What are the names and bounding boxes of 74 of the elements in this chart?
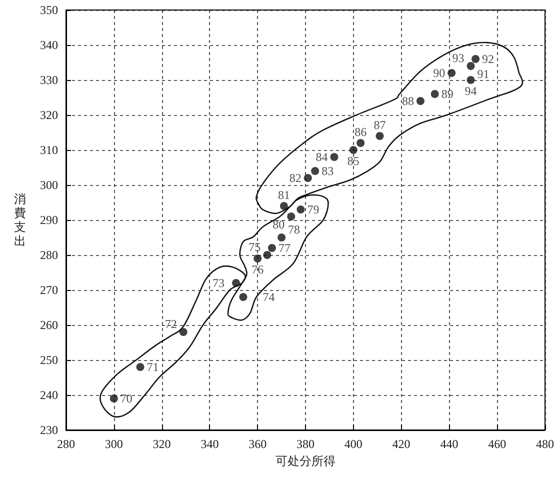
annotation: 72 — [164, 317, 177, 331]
y-tick-label: 300 — [40, 178, 58, 192]
annotation: 81 — [278, 188, 290, 202]
x-tick-label: 280 — [57, 437, 75, 451]
annotation: 86 — [354, 125, 367, 139]
point — [268, 244, 276, 252]
point — [263, 251, 272, 259]
x-tick-label: 480 — [536, 437, 554, 451]
annotation: 90 — [433, 66, 446, 80]
point — [278, 234, 286, 242]
point — [296, 206, 305, 214]
y-tick-label: 290 — [40, 213, 58, 227]
y-tick-label: 230 — [40, 423, 58, 437]
y-tick-label: 270 — [40, 283, 58, 297]
y-tick-label: 240 — [40, 388, 58, 402]
point — [304, 174, 312, 182]
y-tick-label: 330 — [40, 73, 58, 87]
point — [472, 55, 480, 63]
point — [136, 363, 144, 371]
annotation: 80 — [272, 218, 285, 232]
annotation: 73 — [212, 276, 225, 290]
point — [349, 146, 358, 154]
x-tick-label: 440 — [440, 437, 458, 451]
y-tick-label: 340 — [40, 38, 58, 52]
point — [239, 293, 248, 301]
x-tick-label: 460 — [488, 437, 506, 451]
annotation: 91 — [477, 67, 490, 81]
point — [466, 76, 475, 84]
annotation: 70 — [120, 392, 132, 406]
point — [448, 69, 456, 77]
annotation: 84 — [316, 150, 328, 164]
point — [330, 153, 338, 161]
x-tick-label: 320 — [152, 437, 171, 451]
point — [254, 254, 262, 262]
point — [466, 62, 475, 70]
annotation: 93 — [452, 51, 464, 65]
annotation: 94 — [464, 84, 477, 98]
point — [287, 212, 296, 220]
point — [110, 394, 118, 402]
annotation: 77 — [278, 241, 290, 255]
x-tick-label: 340 — [200, 437, 219, 451]
point — [376, 132, 384, 140]
point — [280, 202, 288, 210]
x-tick-label: 360 — [248, 437, 267, 451]
x-axis-title: 可处分所得 — [276, 454, 336, 468]
annotation: 76 — [252, 262, 264, 276]
y-tick-label: 260 — [40, 318, 58, 332]
annotation: 75 — [248, 240, 261, 254]
x-tick-label: 420 — [392, 437, 410, 451]
y-tick-label: 280 — [40, 248, 58, 262]
point — [311, 167, 320, 175]
annotation: 71 — [146, 360, 159, 374]
y-tick-label: 320 — [40, 108, 58, 122]
annotation: 83 — [322, 164, 334, 178]
point — [430, 90, 439, 98]
x-tick-label: 400 — [344, 437, 362, 451]
y-tick-label: 310 — [40, 143, 58, 157]
annotation: 85 — [347, 154, 360, 168]
x-tick-label: 300 — [104, 437, 123, 451]
annotation: 82 — [289, 171, 302, 185]
y-tick-label: 250 — [40, 353, 58, 367]
point — [179, 328, 188, 336]
annotation: 79 — [307, 202, 320, 216]
annotation: 74 — [262, 290, 275, 304]
annotation: 88 — [402, 94, 414, 108]
point — [356, 139, 365, 147]
y-tick-label: 350 — [40, 3, 58, 17]
y-axis-title: 消費支出 — [14, 192, 26, 248]
annotation: 87 — [374, 118, 386, 132]
x-tick-label: 380 — [296, 437, 314, 451]
annotation: 78 — [288, 222, 300, 236]
annotation: 92 — [482, 52, 494, 66]
point — [416, 97, 424, 105]
annotation: 89 — [441, 87, 454, 101]
